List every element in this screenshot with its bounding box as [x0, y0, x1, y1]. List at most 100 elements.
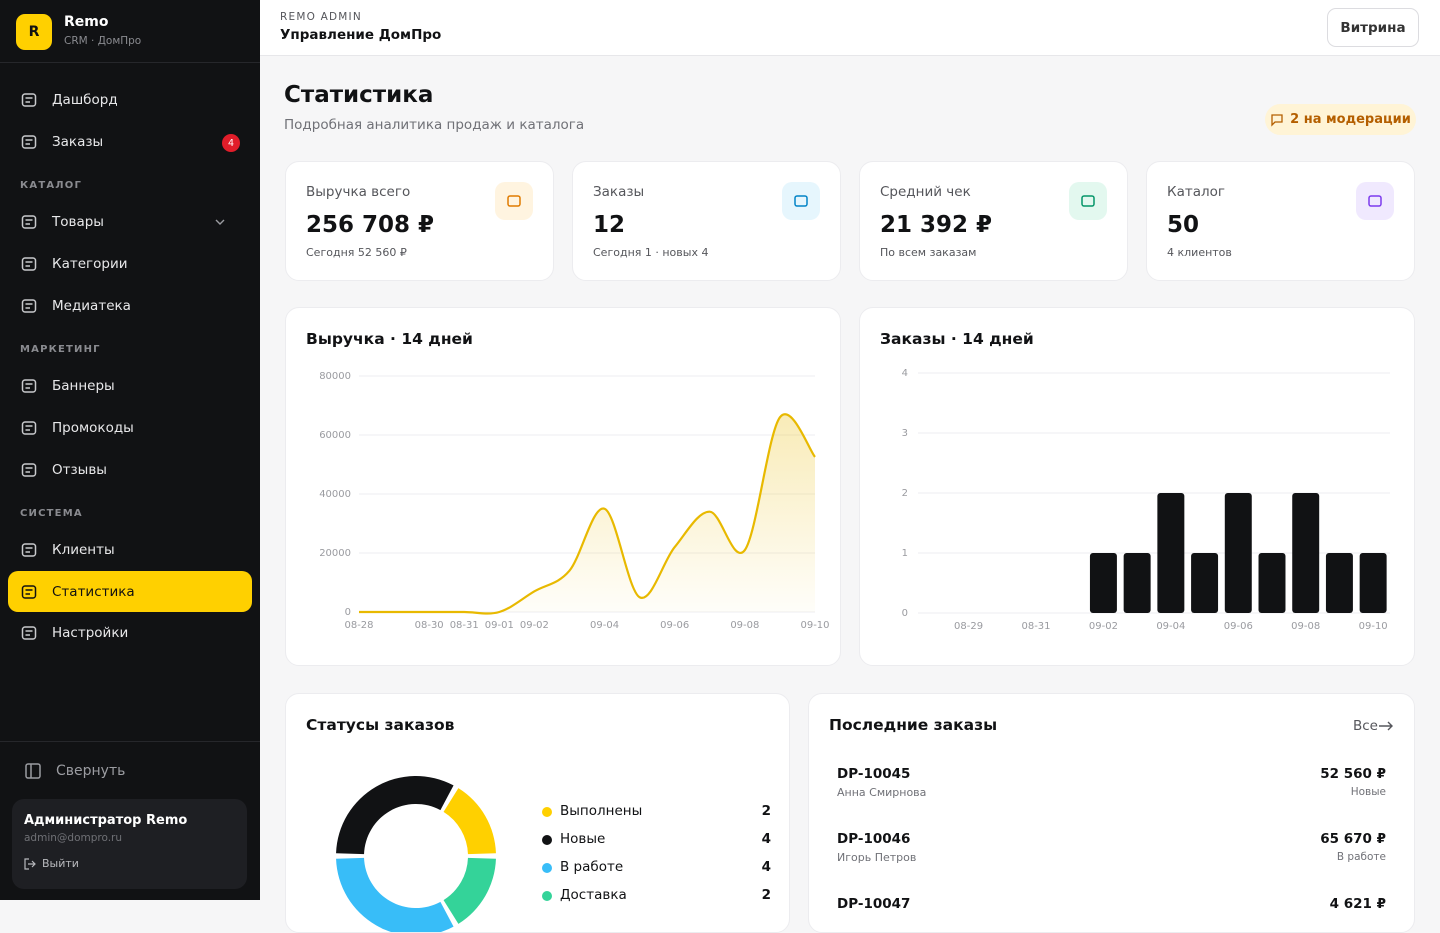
logout[interactable]: Выйти: [24, 857, 79, 870]
line: [358, 413, 816, 615]
nav-label: Медиатека: [52, 298, 131, 314]
x-tick-label: 09-10: [1359, 621, 1388, 632]
x-tick-label: 08-31: [1021, 621, 1050, 632]
nav-item[interactable]: Промокоды: [8, 407, 252, 449]
recent-card: Последние заказы Все DP-10045 Анна Смирно…: [808, 693, 1415, 933]
kpi-icon-shape: [794, 195, 808, 207]
page-title: Статистика: [284, 82, 434, 108]
x-tick-label: 09-06: [660, 620, 689, 631]
brand-sub: CRM · ДомПро: [64, 35, 142, 47]
nav-label: Баннеры: [52, 378, 115, 394]
x-tick-label: 08-30: [415, 620, 444, 631]
nav: Дашборд Заказы 4 КАТАЛОГ Товары Категории Меди…: [0, 63, 260, 654]
y-tick-label: 40000: [319, 489, 351, 500]
all-link[interactable]: Все: [1353, 718, 1394, 734]
chevron-path: [215, 219, 225, 225]
nav-label: Дашборд: [52, 92, 118, 108]
nav-item[interactable]: Товары: [8, 201, 252, 243]
bar: [1325, 553, 1353, 613]
nav-label: Заказы: [52, 134, 104, 150]
user-box: Администратор Remo admin@dompro.ru Выйти: [12, 799, 247, 889]
nav-icon: [21, 584, 37, 599]
bar: [1224, 493, 1252, 613]
legend-value: 4: [761, 831, 771, 847]
header: REMO ADMIN Управление ДомПро Витрина: [260, 0, 1440, 56]
order-id: DP-10047: [837, 896, 911, 912]
order-amount: 52 560 ₽: [1320, 766, 1386, 782]
nav-item[interactable]: Отзывы: [8, 449, 252, 491]
card-title: Выручка · 14 дней: [306, 330, 473, 348]
bar: [1157, 493, 1185, 613]
order-customer: Игорь Петров: [837, 851, 917, 864]
x-tick-label: 09-10: [800, 620, 829, 631]
order-amount: 4 621 ₽: [1329, 896, 1386, 912]
kpi-icon-glyph: [1368, 195, 1382, 207]
bar: [1359, 553, 1387, 613]
chevron: [215, 219, 225, 225]
kpi-label: Средний чек: [880, 184, 971, 200]
collapse[interactable]: Свернуть: [24, 762, 125, 780]
x-tick-label: 08-28: [344, 620, 373, 631]
nav-label: Клиенты: [52, 542, 115, 558]
nav-item[interactable]: Заказы 4: [8, 121, 252, 163]
nav-icon: [21, 135, 37, 149]
donut-segment: [336, 776, 454, 855]
user-name: Администратор Remo: [24, 813, 188, 828]
nav-section: СИСТЕМА: [20, 508, 83, 519]
order-row[interactable]: DP-10047 4 621 ₽: [837, 896, 1386, 932]
nav-label: Статистика: [52, 583, 135, 600]
storefront-button[interactable]: Витрина: [1327, 8, 1419, 47]
kpi-icon-glyph: [1081, 195, 1095, 207]
card-title: Последние заказы: [829, 716, 998, 734]
moderation-badge[interactable]: 2 на модерации: [1265, 104, 1416, 135]
legend-value: 4: [761, 859, 771, 875]
order-row[interactable]: DP-10045 Анна Смирнова 52 560 ₽ Новые: [837, 766, 1386, 816]
x-tick-label: 09-08: [1291, 621, 1320, 632]
orders-card: Заказы · 14 дней 0 1 2 3 4 08-29 08-31 09-02 09-…: [859, 307, 1415, 666]
order-row[interactable]: DP-10046 Игорь Петров 65 670 ₽ В работе: [837, 831, 1386, 881]
nav-item[interactable]: Категории: [8, 243, 252, 285]
legend-label: Выполнены: [560, 803, 643, 819]
nav-item[interactable]: Настройки: [8, 612, 252, 654]
chart: 0 20000 40000 60000 80000 08-28 08-30 08-31 09-0…: [319, 371, 829, 631]
nav-item[interactable]: Медиатека: [8, 285, 252, 327]
bar: [1123, 553, 1151, 613]
card-title: Заказы · 14 дней: [880, 330, 1034, 348]
legend-swatch: [542, 891, 552, 901]
nav-item[interactable]: Баннеры: [8, 365, 252, 407]
logout-label: Выйти: [42, 857, 79, 870]
kpi-label: Каталог: [1167, 184, 1225, 200]
nav-item[interactable]: Статистика: [8, 571, 252, 612]
kpi-icon-shape: [507, 195, 521, 207]
nav-icon: [21, 626, 37, 640]
nav-label: Категории: [52, 256, 128, 272]
nav-item[interactable]: Клиенты: [8, 529, 252, 571]
x-tick-label: 09-01: [485, 620, 514, 631]
nav-icon: [21, 215, 37, 229]
legend-row: Новые 4: [542, 830, 771, 850]
moderation-label: 2 на модерации: [1290, 112, 1411, 127]
kpi-icon-shape: [1081, 195, 1095, 207]
legend-swatch: [542, 863, 552, 873]
order-id: DP-10045: [837, 766, 911, 782]
kpi-icon-glyph: [794, 195, 808, 207]
kpi-icon-shape: [1368, 195, 1382, 207]
nav-section: КАТАЛОГ: [20, 180, 83, 191]
nav-item[interactable]: Дашборд: [8, 79, 252, 121]
bar: [1292, 493, 1320, 613]
x-tick-label: 09-08: [730, 620, 759, 631]
x-tick-label: 09-02: [1089, 621, 1118, 632]
kpi-card: Средний чек 21 392 ₽ По всем заказам: [859, 161, 1128, 281]
card-title: Статусы заказов: [306, 716, 455, 734]
x-tick-label: 09-06: [1224, 621, 1253, 632]
kpi-label: Выручка всего: [306, 184, 411, 200]
chart: 0 1 2 3 4 08-29 08-31 09-02 09-04 09-06 09-08 09-10: [902, 368, 1390, 632]
nav-icon: [21, 299, 37, 313]
kpi-note: 4 клиентов: [1167, 246, 1232, 259]
y-tick-label: 0: [902, 608, 908, 619]
revenue-card: Выручка · 14 дней 0 20000 40000 60000 80000 0…: [285, 307, 841, 666]
order-amount: 65 670 ₽: [1320, 831, 1386, 847]
legend-label: Новые: [560, 831, 606, 847]
kpi-value: 256 708 ₽: [306, 212, 435, 238]
kpi-note: Сегодня 1 · новых 4: [593, 246, 709, 259]
